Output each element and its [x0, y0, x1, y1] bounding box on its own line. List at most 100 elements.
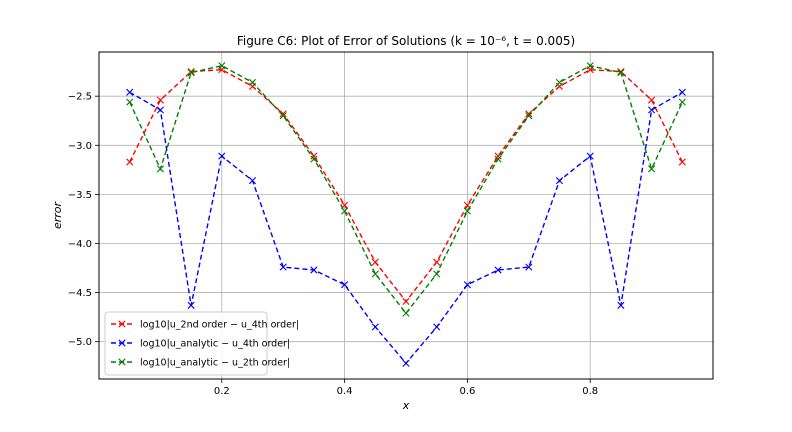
data-point — [494, 266, 502, 274]
x-tick-label: 0.6 — [459, 386, 475, 397]
marker-stroke — [187, 69, 195, 77]
marker-stroke — [310, 155, 318, 163]
data-point — [617, 68, 625, 76]
marker-stroke — [463, 207, 471, 215]
data-point — [279, 263, 287, 271]
axis-ticks: 0.2 0.4 0.6 0.8 −2.5 −3.0 −3.5 −4.0 −4.5 −5.0 — [68, 92, 598, 397]
data-point — [402, 309, 410, 317]
marker-stroke — [118, 339, 126, 347]
data-point — [678, 158, 686, 166]
y-tick-label: −3.5 — [68, 190, 92, 201]
data-point — [156, 165, 164, 173]
data-point — [433, 270, 441, 278]
data-point — [126, 88, 134, 96]
marker-stroke — [187, 301, 195, 309]
marker-stroke — [279, 263, 287, 271]
data-point — [678, 88, 686, 96]
legend-marker — [118, 339, 126, 347]
marker-stroke — [279, 110, 287, 118]
data-point — [463, 281, 471, 289]
data-point — [648, 165, 656, 173]
series-layer — [126, 62, 686, 367]
data-point — [156, 96, 164, 104]
marker-stroke — [525, 110, 533, 118]
x-tick-label: 0.2 — [214, 386, 230, 397]
marker-stroke — [494, 266, 502, 274]
y-tick-label: −4.0 — [68, 239, 92, 250]
marker-stroke — [433, 258, 441, 266]
series-3 — [126, 62, 686, 317]
marker-stroke — [341, 281, 349, 289]
data-point — [310, 152, 318, 160]
data-point — [525, 263, 533, 271]
marker-stroke — [555, 177, 564, 185]
data-point — [341, 207, 349, 215]
data-point — [525, 110, 533, 118]
data-point — [187, 69, 195, 77]
legend-label: log10|u_analytic − u_2th order| — [140, 358, 290, 369]
data-point — [310, 155, 318, 163]
data-point — [617, 69, 625, 77]
data-point — [648, 96, 656, 104]
data-point — [279, 112, 287, 120]
data-point — [648, 106, 656, 114]
data-point — [187, 301, 195, 309]
marker-stroke — [126, 158, 134, 166]
marker-stroke — [310, 152, 318, 160]
marker-stroke — [248, 78, 257, 87]
marker-stroke — [586, 62, 594, 70]
series-2 — [126, 88, 686, 367]
marker-stroke — [156, 106, 164, 114]
legend-entry: log10|u_2nd order − u_4th order| — [111, 320, 299, 331]
marker-stroke — [678, 158, 686, 166]
legend-label: log10|u_2nd order − u_4th order| — [140, 320, 299, 331]
marker-stroke — [433, 270, 441, 278]
marker-stroke — [402, 309, 410, 317]
marker-stroke — [126, 98, 134, 106]
marker-stroke — [648, 96, 656, 104]
data-point — [218, 152, 226, 160]
series-1 — [126, 66, 686, 306]
data-point — [525, 112, 533, 120]
marker-stroke — [433, 323, 441, 331]
marker-stroke — [648, 165, 656, 173]
marker-stroke — [678, 88, 686, 96]
marker-stroke — [494, 155, 502, 163]
marker-stroke — [617, 301, 625, 309]
data-point — [126, 98, 134, 106]
marker-stroke — [463, 201, 471, 209]
data-point — [402, 297, 410, 306]
data-point — [371, 323, 379, 331]
marker-stroke — [586, 152, 594, 160]
legend-marker — [118, 358, 126, 366]
data-point — [279, 110, 287, 118]
data-point — [494, 155, 502, 163]
marker-stroke — [118, 358, 126, 366]
marker-stroke — [402, 297, 410, 306]
marker-stroke — [371, 258, 379, 266]
marker-stroke — [156, 165, 164, 173]
y-axis-label: error — [51, 200, 64, 229]
legend-marker — [118, 320, 126, 328]
data-point — [248, 177, 257, 185]
marker-stroke — [126, 88, 134, 96]
y-tick-label: −3.0 — [68, 141, 92, 152]
marker-stroke — [371, 270, 379, 278]
data-point — [463, 207, 471, 215]
data-point — [678, 98, 686, 106]
marker-stroke — [248, 177, 257, 185]
marker-stroke — [187, 68, 195, 76]
data-point — [126, 158, 134, 166]
legend: log10|u_2nd order − u_4th order| log10|u_… — [104, 311, 299, 376]
data-point — [433, 258, 441, 266]
data-point — [433, 323, 441, 331]
marker-stroke — [555, 78, 564, 87]
chart-title: Figure C6: Plot of Error of Solutions (k… — [237, 34, 575, 48]
marker-stroke — [118, 320, 126, 328]
data-point — [494, 152, 502, 160]
marker-stroke — [341, 207, 349, 215]
x-tick-label: 0.8 — [582, 386, 598, 397]
marker-stroke — [648, 106, 656, 114]
marker-stroke — [310, 266, 318, 274]
